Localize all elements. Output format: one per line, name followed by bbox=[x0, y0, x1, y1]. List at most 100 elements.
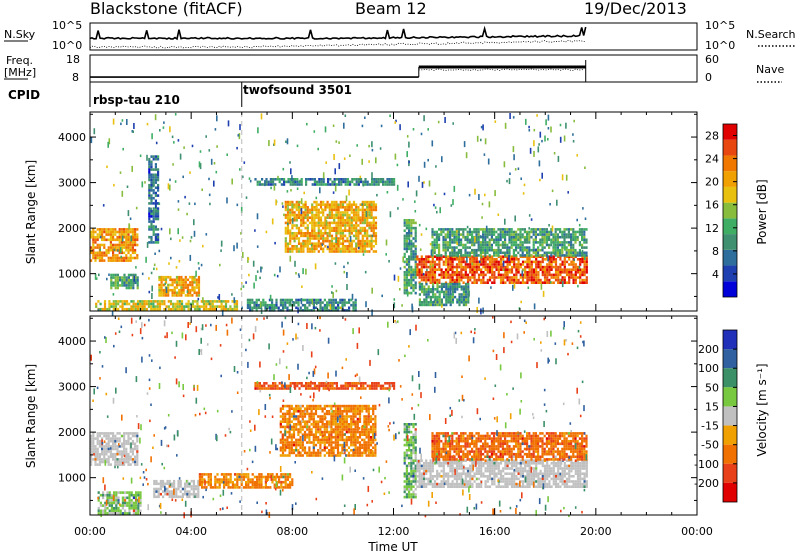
power-colorbar-tick-20: 20 bbox=[705, 176, 719, 189]
velocity-colorbar-tick-2: 50 bbox=[705, 381, 719, 394]
nsearch-tick-bottom: 10^0 bbox=[705, 39, 735, 52]
nave-tick-bottom: 0 bbox=[705, 71, 712, 84]
velocity-y-tick-4000: 4000 bbox=[58, 335, 86, 348]
nsearch-trace bbox=[89, 39, 586, 49]
nsearch-tick-top: 10^5 bbox=[705, 19, 735, 32]
power-colorbar-swatch-7 bbox=[723, 171, 737, 187]
velocity-colorbar-swatch-6 bbox=[723, 444, 737, 464]
power-echo-region-7 bbox=[254, 178, 396, 186]
power-colorbar-tick-16: 16 bbox=[705, 199, 719, 212]
power-echo-region-4 bbox=[95, 300, 239, 311]
x-tick-6: 00:00 bbox=[681, 525, 713, 538]
power-y-label: Slant Range [km] bbox=[24, 160, 38, 264]
velocity-colorbar-tick-7: -200 bbox=[694, 477, 719, 490]
velocity-scatter bbox=[90, 316, 588, 519]
station-title: Blackstone (fitACF) bbox=[90, 0, 243, 18]
nave-label: Nave bbox=[756, 63, 784, 76]
x-tick-1: 04:00 bbox=[175, 525, 207, 538]
date-title: 19/Dec/2013 bbox=[584, 0, 687, 18]
power-echo-region-2 bbox=[148, 155, 160, 244]
power-colorbar-tick-12: 12 bbox=[705, 222, 719, 235]
power-echo-region-6 bbox=[284, 200, 378, 253]
nsky-traces bbox=[89, 25, 587, 49]
x-tick-4: 16:00 bbox=[479, 525, 511, 538]
beam-title: Beam 12 bbox=[355, 0, 427, 18]
velocity-echo-region-2 bbox=[153, 479, 200, 499]
power-echo-region-3 bbox=[158, 275, 201, 297]
power-colorbar-swatch-0 bbox=[723, 281, 737, 297]
velocity-echo-region-3 bbox=[198, 473, 294, 489]
freq-unit-label: [MHz] bbox=[4, 66, 36, 79]
velocity-y-tick-1000: 1000 bbox=[58, 472, 86, 485]
velocity-colorbar-swatch-8 bbox=[723, 482, 737, 502]
power-echo-region-0 bbox=[90, 228, 139, 262]
power-colorbar-swatch-2 bbox=[723, 249, 737, 266]
power-y-tick-2000: 2000 bbox=[58, 222, 86, 235]
velocity-colorbar-tick-4: -15 bbox=[701, 420, 719, 433]
nsky-trace bbox=[89, 25, 587, 41]
x-tick-3: 12:00 bbox=[378, 525, 410, 538]
cpid-program-0: rbsp-tau 210 bbox=[93, 93, 180, 107]
velocity-colorbar-tick-5: -50 bbox=[701, 439, 719, 452]
velocity-echo-region-7 bbox=[416, 459, 588, 488]
power-colorbar-swatch-4 bbox=[723, 218, 737, 235]
velocity-echo-region-1 bbox=[97, 491, 142, 515]
power-colorbar-swatch-5 bbox=[723, 202, 737, 219]
power-colorbar-tick-28: 28 bbox=[705, 130, 719, 143]
cpid-program-1: twofsound 3501 bbox=[243, 83, 352, 97]
power-colorbar-swatch-10 bbox=[723, 124, 737, 140]
velocity-colorbar-swatch-5 bbox=[723, 425, 737, 445]
velocity-echo-region-5 bbox=[254, 382, 396, 390]
velocity-colorbar-tick-0: 200 bbox=[698, 343, 719, 356]
power-sparse-echoes bbox=[90, 113, 587, 317]
velocity-y-tick-3000: 3000 bbox=[58, 381, 86, 394]
velocity-colorbar-tick-6: -100 bbox=[694, 458, 719, 471]
velocity-colorbar-swatch-4 bbox=[723, 406, 737, 426]
velocity-colorbar: 200 100 50 15 -15 -50 -100 -200 bbox=[694, 329, 738, 503]
power-echo-region-9 bbox=[416, 255, 588, 284]
velocity-y-label: Slant Range [km] bbox=[24, 364, 38, 468]
nsky-panel bbox=[89, 22, 698, 51]
power-colorbar-swatch-1 bbox=[723, 265, 737, 282]
power-colorbar-tick-24: 24 bbox=[705, 153, 719, 166]
freq-traces bbox=[90, 60, 587, 82]
power-y-tick-3000: 3000 bbox=[58, 177, 86, 190]
freq-panel bbox=[89, 54, 698, 83]
velocity-y-axis: 1000 2000 3000 4000 bbox=[58, 317, 697, 501]
velocity-echo-region-6 bbox=[403, 423, 417, 499]
velocity-echo-region-8 bbox=[431, 432, 588, 461]
velocity-colorbar-label: Velocity [m s⁻¹] bbox=[755, 363, 769, 456]
power-colorbar: 4 8 12 16 20 24 28 bbox=[705, 123, 738, 298]
nsky-tick-bottom: 10^0 bbox=[52, 39, 82, 52]
power-echo-region-5 bbox=[246, 298, 357, 312]
velocity-colorbar-swatch-3 bbox=[723, 387, 737, 407]
velocity-colorbar-swatch-1 bbox=[723, 349, 737, 369]
x-tick-2: 08:00 bbox=[276, 525, 308, 538]
x-tick-5: 20:00 bbox=[580, 525, 612, 538]
velocity-y-tick-2000: 2000 bbox=[58, 426, 86, 439]
velocity-sparse-echoes bbox=[90, 316, 588, 519]
velocity-colorbar-tick-1: 100 bbox=[698, 362, 719, 375]
power-y-tick-1000: 1000 bbox=[58, 268, 86, 281]
power-colorbar-swatch-8 bbox=[723, 155, 737, 172]
nsky-label: N.Sky bbox=[4, 28, 36, 41]
nave-tick-top: 60 bbox=[705, 53, 719, 66]
nave-trace bbox=[418, 68, 584, 71]
time-x-axis: 00:00 04:00 08:00 12:00 16:00 20:00 00:00 bbox=[74, 112, 713, 538]
power-echo-region-10 bbox=[431, 228, 588, 257]
power-colorbar-tick-8: 8 bbox=[712, 245, 719, 258]
velocity-echo-region-0 bbox=[90, 432, 139, 466]
power-echo-region-1 bbox=[110, 273, 139, 290]
velocity-colorbar-swatch-2 bbox=[723, 368, 737, 388]
power-echo-region-8 bbox=[403, 219, 417, 295]
freq-tick-top: 18 bbox=[66, 53, 80, 66]
nsky-tick-top: 10^5 bbox=[52, 19, 82, 32]
power-colorbar-label: Power [dB] bbox=[755, 179, 769, 244]
velocity-echo-region-4 bbox=[279, 404, 377, 457]
x-axis-label: Time UT bbox=[367, 540, 418, 554]
velocity-colorbar-swatch-7 bbox=[723, 463, 737, 483]
power-y-axis: 1000 2000 3000 4000 bbox=[58, 113, 697, 297]
power-y-tick-4000: 4000 bbox=[58, 131, 86, 144]
power-echo-region-11 bbox=[418, 282, 470, 307]
power-colorbar-swatch-3 bbox=[723, 234, 737, 250]
